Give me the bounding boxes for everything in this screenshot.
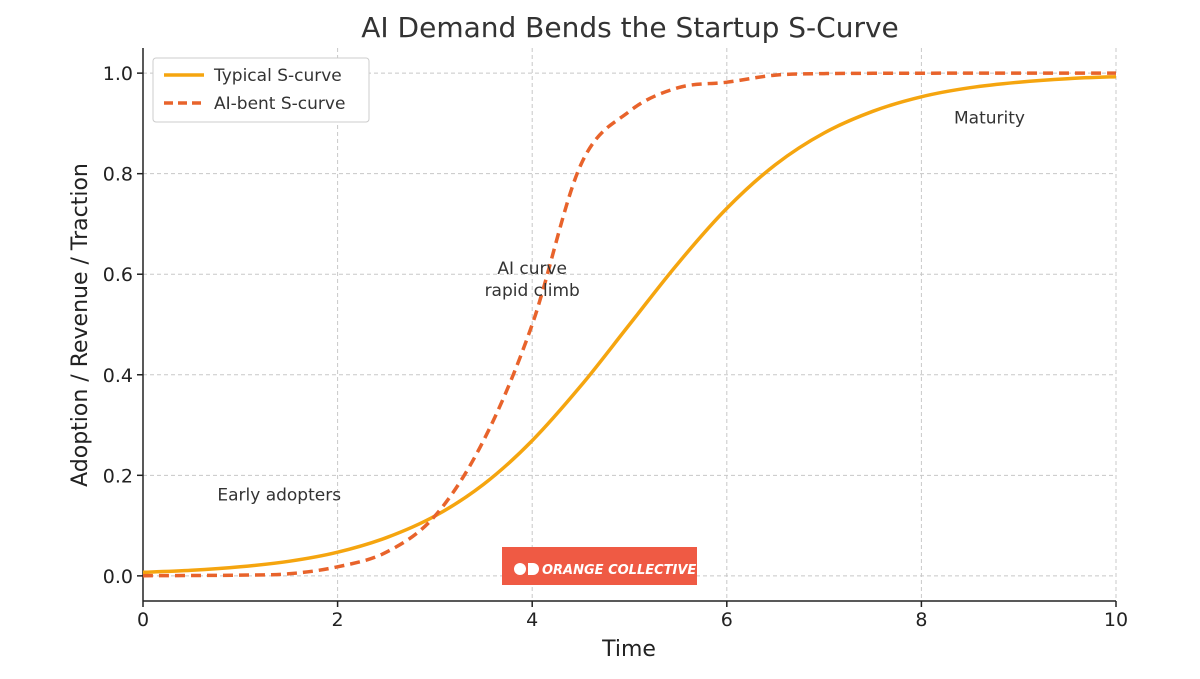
x-axis-label: Time: [601, 637, 656, 662]
legend-label-typical: Typical S-curve: [213, 66, 342, 86]
orange-collective-logo: ORANGE COLLECTIVE: [502, 547, 697, 585]
annotation-line: AI curve: [497, 259, 567, 279]
legend: Typical S-curve AI-bent S-curve: [152, 57, 370, 123]
x-tick-label: 4: [526, 609, 538, 631]
x-tick-label: 6: [721, 609, 733, 631]
legend-box: [152, 57, 370, 123]
y-tick-label: 0.6: [103, 264, 133, 286]
ticks-layer: 0 2 4 6 8 10 0.0 0.2 0.4 0.6 0.8 1.0: [103, 63, 1128, 631]
y-tick-label: 0.2: [103, 465, 133, 487]
y-tick-label: 0.4: [103, 365, 133, 387]
x-tick-label: 10: [1104, 609, 1128, 631]
chart-title: AI Demand Bends the Startup S-Curve: [361, 11, 899, 44]
logo-text: ORANGE COLLECTIVE: [542, 563, 696, 578]
logo-half-circle-icon: [528, 563, 539, 575]
annotation-ai-curve: AI curve rapid climb: [485, 259, 580, 301]
series-line-ai-bent: [142, 71, 1116, 578]
annotation-early-adopters: Early adopters: [217, 485, 341, 505]
annotation-maturity: Maturity: [954, 108, 1025, 128]
axes-layer: [142, 48, 1116, 602]
x-tick-label: 2: [332, 609, 344, 631]
series-line-typical: [142, 74, 1117, 575]
y-tick-label: 1.0: [103, 63, 133, 85]
series-layer: [142, 71, 1117, 578]
logo-circle-icon: [514, 563, 526, 575]
y-axis-label: Adoption / Revenue / Traction: [68, 163, 93, 487]
y-tick-label: 0.8: [103, 164, 133, 186]
x-tick-label: 0: [137, 609, 149, 631]
annotation-line: rapid climb: [485, 281, 580, 301]
legend-label-ai-bent: AI-bent S-curve: [214, 94, 345, 114]
annotation-layer: Early adopters AI curve rapid climb Maturit…: [217, 108, 1025, 505]
y-tick-label: 0.0: [103, 566, 133, 588]
x-tick-label: 8: [915, 609, 927, 631]
